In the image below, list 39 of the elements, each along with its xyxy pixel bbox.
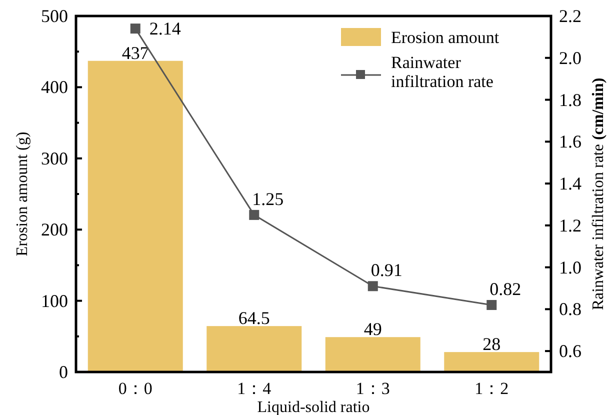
y-tick-label: 0 — [59, 362, 68, 382]
y-tick-label: 500 — [41, 6, 68, 26]
point — [486, 300, 497, 310]
bar — [88, 60, 183, 372]
y2-tick-label: 2.2 — [559, 6, 582, 26]
legend-label: Rainwater infiltration rate — [391, 53, 494, 91]
data-label: 437 — [122, 42, 149, 63]
data-label: 49 — [364, 319, 382, 340]
legend-label: Erosion amount — [391, 28, 500, 47]
y-tick-label: 100 — [41, 290, 68, 311]
y2-tick-label: 1.0 — [559, 257, 582, 278]
y-axis-title: Erosion amount (g) — [14, 132, 31, 256]
point — [368, 281, 378, 292]
y-tick-label: 300 — [41, 148, 68, 168]
point — [249, 210, 260, 220]
data-label: 0.91 — [370, 260, 402, 280]
bar — [206, 326, 302, 372]
bar — [444, 352, 540, 372]
y-tick-label: 200 — [41, 220, 68, 240]
data-label: 0.82 — [490, 278, 522, 299]
y-tick-label: 400 — [41, 77, 68, 98]
y2-tick-label: 1.4 — [559, 174, 582, 194]
bar — [325, 337, 420, 372]
x-tick-label: 1：4 — [237, 379, 272, 398]
x-tick-label: 1：2 — [474, 379, 509, 398]
y2-tick-label: 2.0 — [559, 48, 582, 68]
y2-tick-label: 1.8 — [559, 90, 582, 110]
data-label: 28 — [482, 334, 501, 354]
y2-tick-label: 1.2 — [559, 215, 582, 236]
y2-axis-title: Rainwater infiltration rate (cm/min) — [590, 78, 607, 310]
data-label: 2.14 — [149, 18, 181, 39]
data-label: 64.5 — [238, 308, 270, 328]
y2-tick-label: 0.6 — [559, 341, 582, 362]
y2-tick-label: 0.8 — [559, 299, 582, 320]
data-label: 1.25 — [252, 188, 284, 209]
point — [130, 24, 140, 34]
x-tick-label: 0：0 — [118, 379, 152, 398]
x-tick-label: 1：3 — [356, 379, 390, 398]
y2-tick-label: 1.6 — [559, 132, 582, 152]
